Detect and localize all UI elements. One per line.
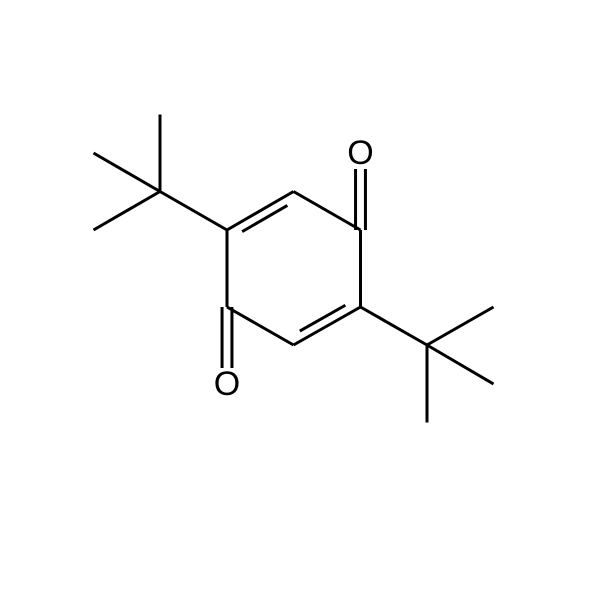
atom-label-o: O: [347, 134, 373, 172]
bond: [361, 307, 428, 345]
bond: [427, 345, 494, 384]
bond: [227, 192, 294, 231]
bond: [227, 307, 294, 345]
bond: [294, 192, 361, 231]
bond: [294, 307, 361, 345]
bond: [94, 153, 161, 192]
molecule-diagram: OO: [0, 0, 600, 600]
bond: [427, 307, 494, 345]
atom-label-o: O: [214, 365, 240, 403]
bond: [94, 192, 161, 231]
bond: [160, 192, 227, 231]
